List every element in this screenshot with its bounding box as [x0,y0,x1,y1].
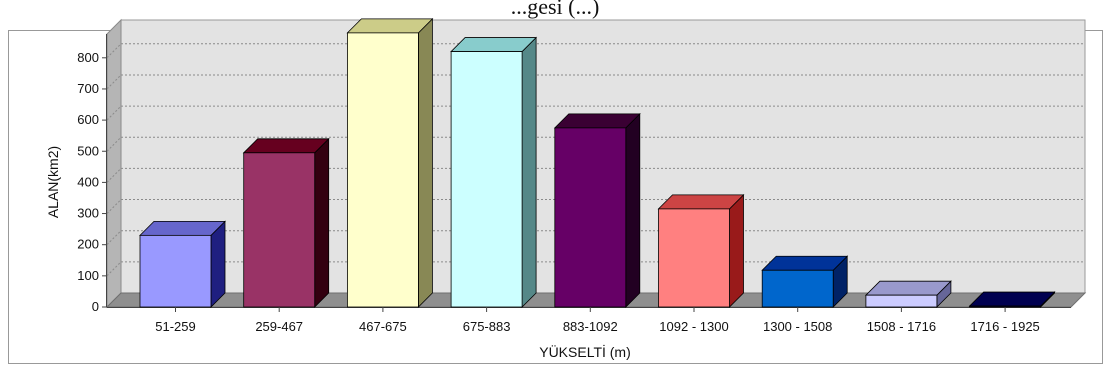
bar [864,280,952,308]
bar-front [554,127,627,308]
y-axis-label: ALAN(km2) [45,146,61,218]
bar-front [969,305,1041,308]
gridline-side [106,43,122,59]
bar-top [968,291,1056,307]
bar [657,193,745,308]
y-tick-label: 800 [77,50,99,65]
x-tick-label: 51-259 [155,319,195,334]
x-axis-label: YÜKSELTİ (m) [539,343,631,360]
x-tick-label: 1300 - 1508 [763,319,832,334]
bar-top [139,220,226,236]
bar-side [417,17,433,308]
bar-top [450,37,538,52]
gridline-side [106,230,122,246]
bar-front [761,269,834,308]
bar [553,112,641,308]
bar-front [658,208,730,308]
bar-front [865,294,938,308]
bar-side [210,220,226,308]
y-tick-label: 600 [77,112,99,127]
bar [761,255,849,308]
bar-top [242,138,330,154]
bar [139,220,226,308]
y-tick-label: 700 [77,81,99,96]
bar [242,137,330,308]
bar-front [243,152,316,308]
y-tick-label: 500 [77,143,99,158]
gridline-side [106,105,122,121]
bar-front [346,32,419,308]
gridline-side [106,261,122,277]
bar [968,291,1056,308]
gridline-side [106,199,122,214]
bar-side [521,36,537,308]
gridline-side [106,168,122,183]
bar-front [450,51,523,308]
bar-top [761,255,849,271]
x-tick-label: 1716 - 1925 [970,319,1039,334]
x-tick-label: 1508 - 1716 [867,319,936,334]
bar-side [314,137,330,308]
gridline-side [106,136,122,152]
gridline-side [106,74,122,90]
x-tick-label: 1092 - 1300 [659,319,728,334]
bar-top [553,113,641,129]
bar-top [346,18,434,34]
y-tick-label: 0 [92,299,99,314]
x-tick-label: 883-1092 [563,319,618,334]
bar-side [729,193,744,308]
bar-top [657,194,745,210]
y-tick-label: 100 [77,268,99,283]
y-axis-ticks: 0 100 200 300 400 500 600 700 800 [77,50,107,314]
x-axis-ticks: 51-259 259-467 467-675 675-883 883-1092 1092 … [155,307,1040,334]
bar-top [864,280,952,296]
bars [139,17,1056,308]
bar-front [139,234,212,308]
bar [346,17,434,308]
y-tick-label: 300 [77,206,99,221]
x-tick-label: 467-675 [359,319,407,334]
x-tick-label: 675-883 [463,319,511,334]
bar [450,36,538,308]
bar-side [625,112,641,308]
y-tick-label: 400 [77,174,99,189]
chart-title: ...gesi (...) [511,0,600,19]
x-tick-label: 259-467 [255,319,303,334]
y-tick-label: 200 [77,237,99,252]
